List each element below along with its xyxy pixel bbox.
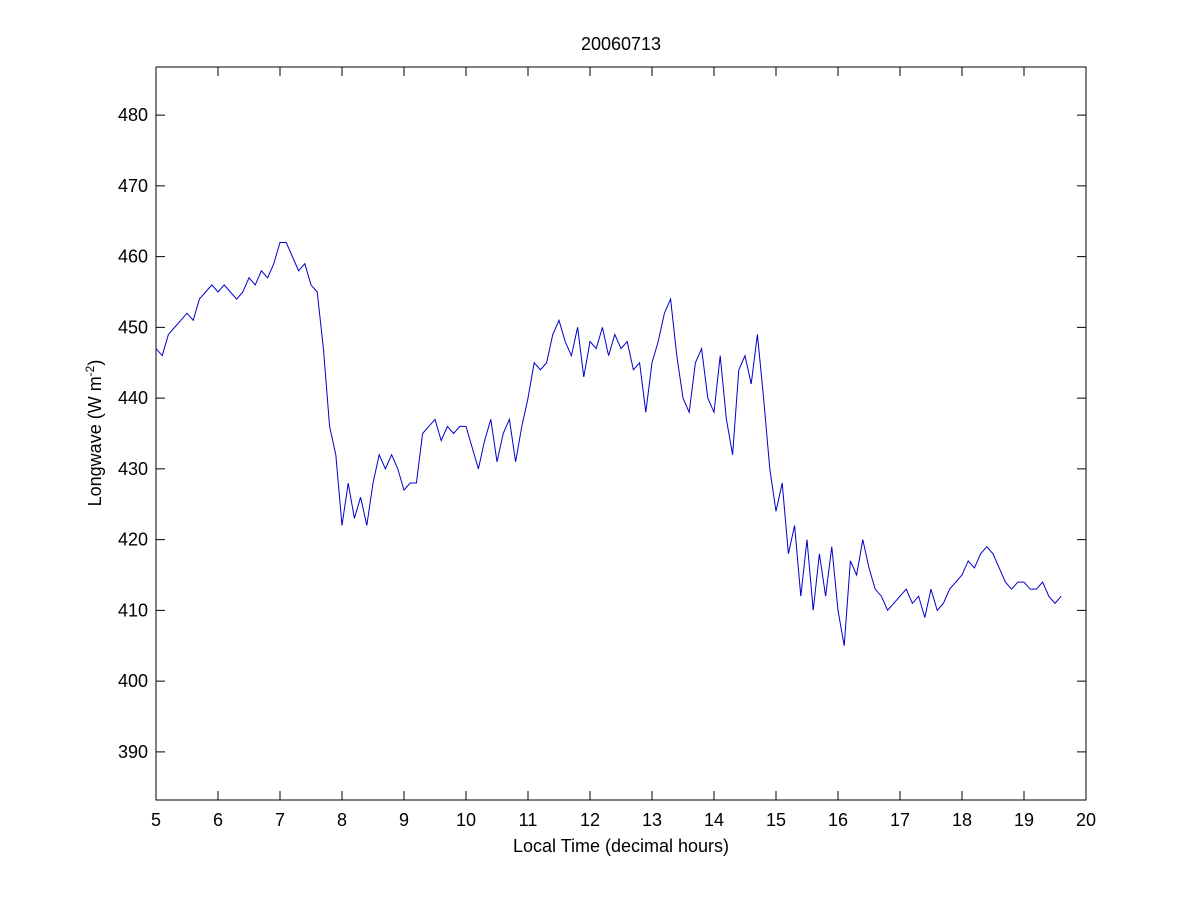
x-tick-label: 10 — [456, 810, 476, 830]
x-tick-label: 15 — [766, 810, 786, 830]
y-tick-label: 400 — [118, 671, 148, 691]
data-line — [155, 241, 1062, 646]
y-tick-label: 430 — [118, 459, 148, 479]
y-axis-label: Longwave (W m-2) — [83, 360, 105, 507]
chart-title: 20060713 — [581, 34, 661, 54]
x-axis-label: Local Time (decimal hours) — [513, 836, 729, 856]
x-tick-label: 6 — [213, 810, 223, 830]
y-tick-label: 460 — [118, 247, 148, 267]
y-tick-label: 480 — [118, 105, 148, 125]
x-tick-label: 9 — [399, 810, 409, 830]
x-tick-label: 20 — [1076, 810, 1096, 830]
x-tick-label: 8 — [337, 810, 347, 830]
x-tick-label: 19 — [1014, 810, 1034, 830]
y-tick-label: 410 — [118, 600, 148, 620]
x-tick-label: 12 — [580, 810, 600, 830]
y-tick-label: 450 — [118, 317, 148, 337]
y-label-suffix: ) — [85, 360, 105, 366]
x-tick-label: 16 — [828, 810, 848, 830]
x-tick-label: 7 — [275, 810, 285, 830]
x-tick-label: 11 — [519, 810, 538, 830]
x-tick-label: 5 — [151, 810, 161, 830]
y-tick-label: 390 — [118, 742, 148, 762]
x-tick-label: 14 — [704, 810, 724, 830]
y-tick-label: 440 — [118, 388, 148, 408]
plot-area — [155, 66, 1087, 801]
x-tick-label: 18 — [952, 810, 972, 830]
y-label-sup: -2 — [83, 365, 97, 376]
y-tick-label: 470 — [118, 176, 148, 196]
y-tick-label: 420 — [118, 530, 148, 550]
x-tick-label: 17 — [890, 810, 910, 830]
x-tick-label: 13 — [642, 810, 662, 830]
y-label-text: Longwave (W m — [85, 376, 105, 506]
